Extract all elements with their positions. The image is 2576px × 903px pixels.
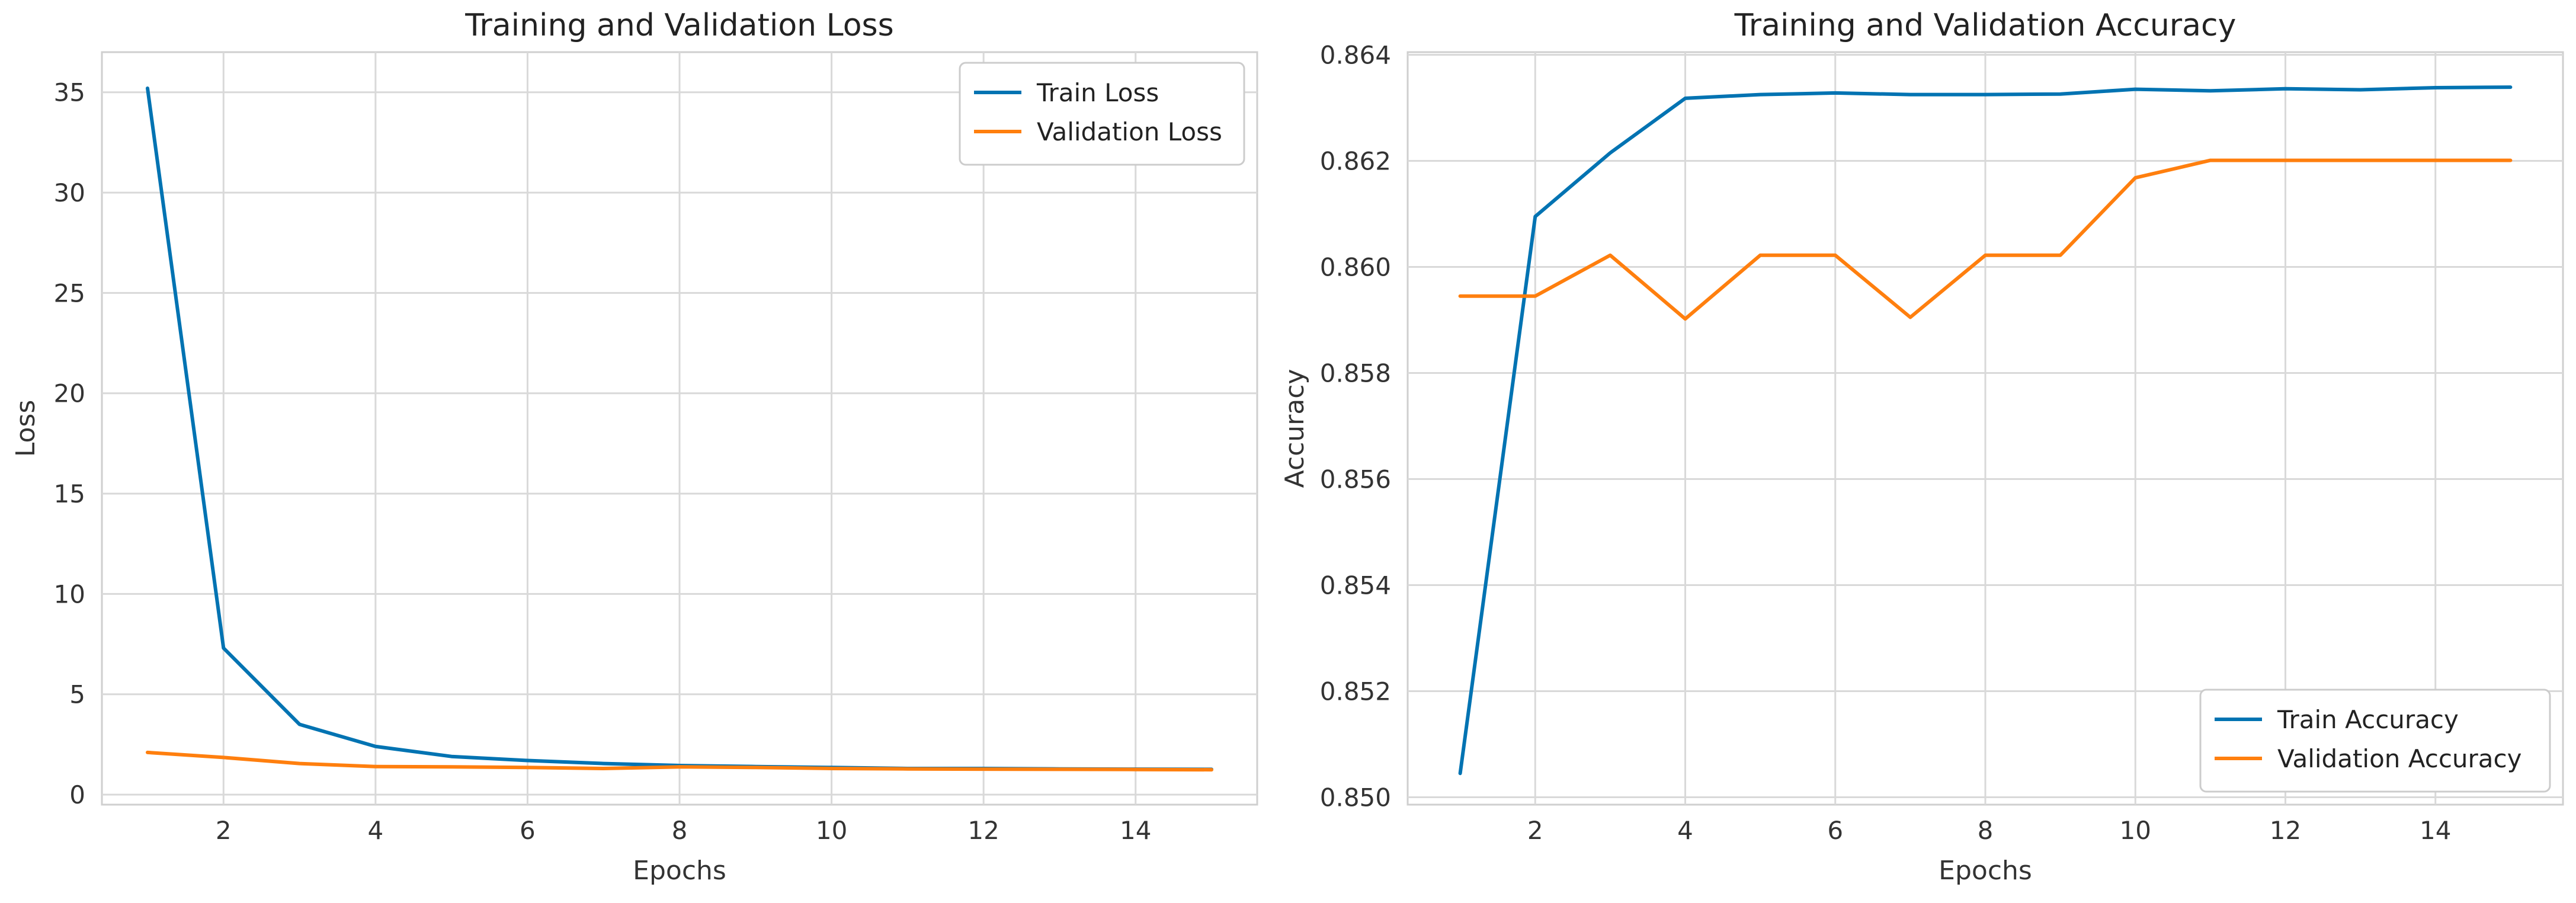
legend-label: Train Accuracy bbox=[2277, 705, 2459, 734]
x-tick-label: 6 bbox=[520, 816, 536, 845]
x-tick-label: 6 bbox=[1827, 816, 1843, 845]
x-tick-label: 8 bbox=[672, 816, 688, 845]
y-tick-label: 20 bbox=[54, 379, 85, 408]
chart-accuracy: 2 4 6 8 10 12 14 0.850 0.852 0.854 0.856 0.858 0.860… bbox=[1280, 8, 2564, 886]
y-tick-label: 0.850 bbox=[1320, 783, 1391, 812]
chart-loss: 2 4 6 8 10 12 14 0 5 10 15 20 25 30 35 Training and Val… bbox=[11, 8, 1258, 886]
y-tick-label: 0.852 bbox=[1320, 677, 1391, 706]
x-tick-label: 2 bbox=[1527, 816, 1543, 845]
x-tick-label: 14 bbox=[2420, 816, 2451, 845]
legend-box bbox=[959, 62, 1245, 166]
y-tick-label: 0.854 bbox=[1320, 571, 1391, 600]
y-tick-label: 35 bbox=[54, 78, 85, 107]
x-tick-label: 10 bbox=[816, 816, 847, 845]
legend-label: Validation Accuracy bbox=[2277, 744, 2522, 773]
legend: Train Loss Validation Loss bbox=[959, 62, 1245, 166]
chart-title: Training and Validation Loss bbox=[464, 8, 893, 43]
y-tick-label: 0.858 bbox=[1320, 358, 1391, 388]
x-tick-label: 10 bbox=[2120, 816, 2151, 845]
y-tick-label: 30 bbox=[54, 178, 85, 207]
y-tick-label: 0.864 bbox=[1320, 40, 1391, 69]
legend-box bbox=[2199, 689, 2551, 793]
y-tick-label: 0.860 bbox=[1320, 252, 1391, 281]
y-tick-label: 5 bbox=[69, 680, 85, 709]
y-axis-label: Accuracy bbox=[1280, 369, 1310, 488]
series-line-validation bbox=[1458, 158, 2513, 321]
x-axis-label: Epochs bbox=[633, 856, 726, 886]
y-tick-label: 0 bbox=[69, 780, 85, 809]
chart-title: Training and Validation Accuracy bbox=[1734, 8, 2237, 43]
x-axis-label: Epochs bbox=[1939, 856, 2032, 886]
x-tick-label: 14 bbox=[1120, 816, 1151, 845]
legend-label: Validation Loss bbox=[1037, 117, 1222, 146]
legend: Train Accuracy Validation Accuracy bbox=[2199, 689, 2551, 793]
series-line-validation bbox=[146, 750, 1213, 772]
y-axis-label: Loss bbox=[11, 400, 41, 457]
x-tick-label: 4 bbox=[367, 816, 383, 845]
y-tick-label: 15 bbox=[54, 479, 85, 508]
x-tick-label: 8 bbox=[1978, 816, 1994, 845]
legend-label: Train Loss bbox=[1036, 78, 1159, 107]
series-line-train bbox=[1458, 85, 2513, 776]
y-tick-label: 10 bbox=[54, 579, 85, 609]
grid bbox=[102, 52, 1257, 805]
y-tick-label: 25 bbox=[54, 278, 85, 308]
y-tick-label: 0.862 bbox=[1320, 146, 1391, 175]
x-tick-label: 4 bbox=[1677, 816, 1693, 845]
x-tick-label: 12 bbox=[967, 816, 999, 845]
x-tick-label: 2 bbox=[216, 816, 232, 845]
x-tick-label: 12 bbox=[2270, 816, 2301, 845]
y-tick-label: 0.856 bbox=[1320, 465, 1391, 494]
